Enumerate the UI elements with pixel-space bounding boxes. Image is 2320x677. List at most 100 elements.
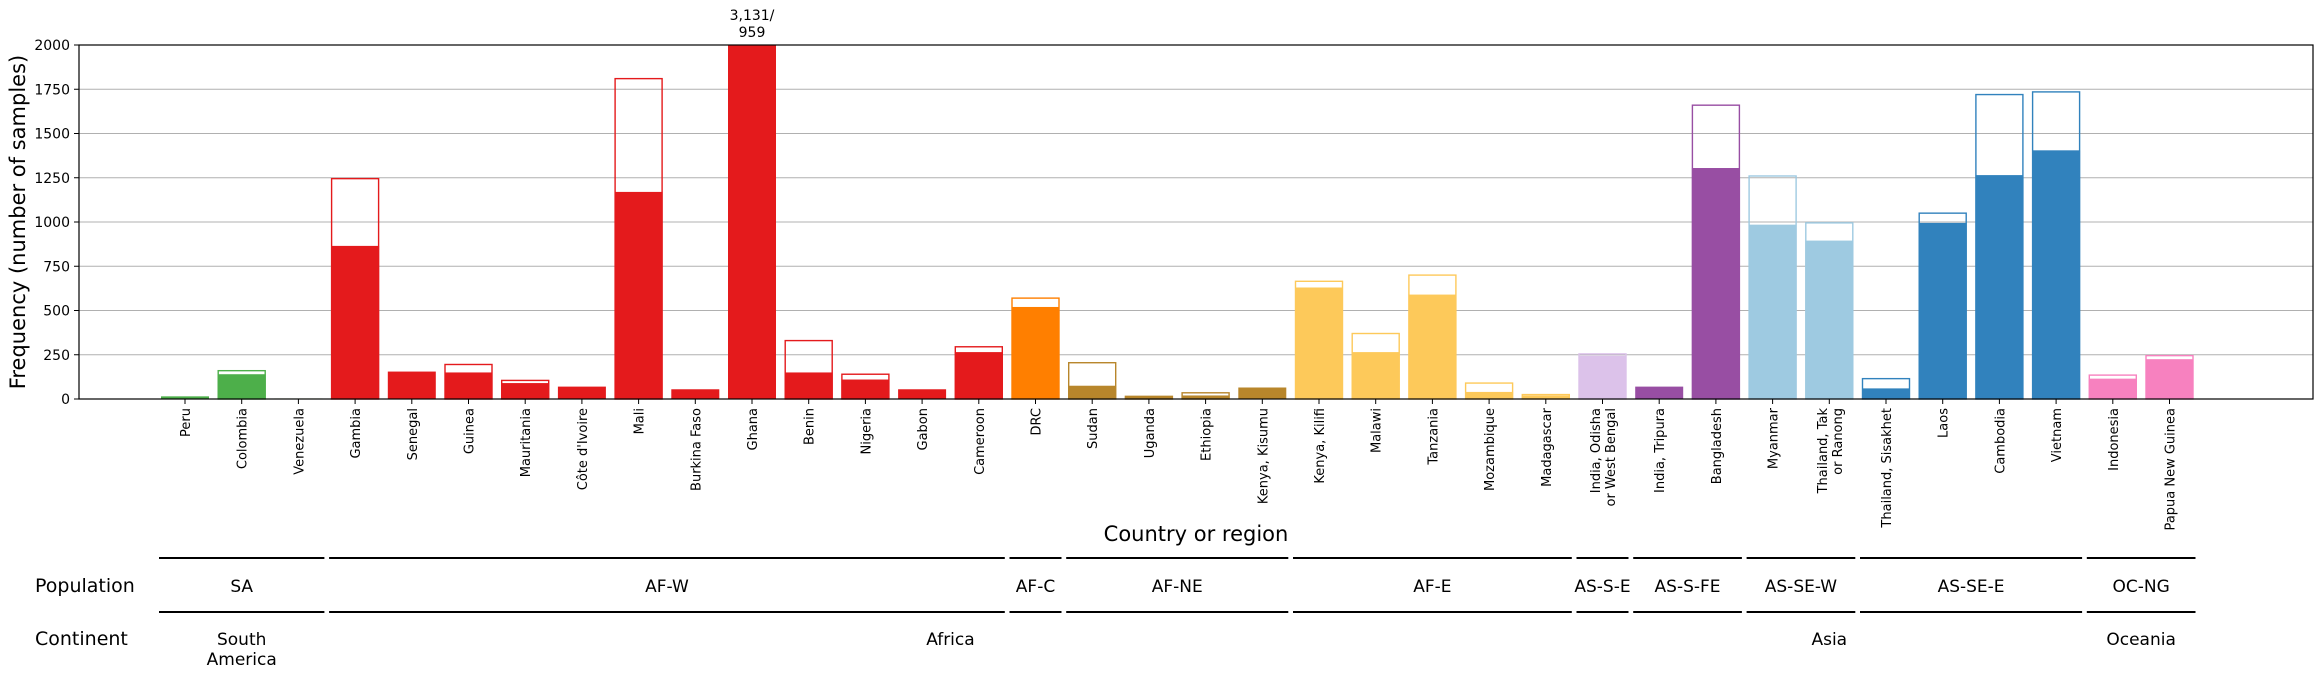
- bar-filled: [1748, 224, 1797, 399]
- x-tick-label: Mauritania: [519, 408, 534, 477]
- x-tick-label: Bangladesh: [1710, 408, 1725, 484]
- x-tick-label: India, Tripura: [1653, 408, 1668, 493]
- y-axis-label: Frequency (number of samples): [6, 55, 30, 389]
- x-tick-label: India, Odisha: [1589, 408, 1604, 493]
- gridlines: [79, 88, 2313, 356]
- continent-label: South: [217, 630, 266, 650]
- population-row-label: Population: [35, 575, 135, 597]
- x-tick-label: Peru: [179, 408, 194, 437]
- y-tick-label: 1250: [34, 171, 70, 187]
- x-tick-label: Ethiopia: [1200, 408, 1215, 461]
- bar-filled: [217, 374, 266, 399]
- bar-value-label: 959: [739, 25, 766, 41]
- x-tick-label: Tanzania: [1426, 408, 1441, 466]
- y-tick-label: 500: [43, 304, 70, 320]
- bars: 3,131/959: [161, 8, 2194, 400]
- bar-filled: [954, 352, 1003, 399]
- population-label: AS-S-E: [1574, 577, 1630, 597]
- x-tick-label: or Ranong: [1831, 408, 1846, 475]
- bar-filled: [161, 396, 209, 399]
- x-tick-label: Colombia: [236, 408, 251, 469]
- x-tick-label: Papua New Guinea: [2164, 408, 2179, 530]
- population-label: AF-W: [645, 577, 689, 597]
- x-tick-label: Burkina Faso: [689, 408, 704, 491]
- x-tick-label: Uganda: [1143, 408, 1158, 458]
- group-annotations: Population Continent SA AF-W AF-C AF-NE AF-E…: [35, 557, 2196, 670]
- x-tick-label: Ghana: [746, 408, 761, 451]
- y-tick-label: 750: [43, 259, 70, 275]
- bar-filled: [1975, 175, 2024, 399]
- x-tick-label: Mozambique: [1483, 408, 1498, 491]
- population-label: AS-SE-E: [1938, 577, 2005, 597]
- x-tick-label: Gambia: [349, 408, 364, 459]
- bar-filled: [501, 383, 550, 399]
- bar-filled: [1805, 240, 1854, 399]
- bar-filled: [557, 386, 606, 399]
- bar-filled: [1862, 388, 1910, 399]
- bar-filled: [2088, 378, 2137, 399]
- bar-filled: [331, 245, 380, 399]
- y-axis: 0 250 500 750 1000 1250 1500 1750 2000: [34, 38, 79, 408]
- y-tick-label: 0: [61, 392, 70, 408]
- x-tick-label: Côte d'Ivoire: [576, 408, 591, 490]
- x-tick-label: Cambodia: [1993, 408, 2008, 474]
- bar-filled: [1068, 385, 1117, 399]
- bar-filled: [1918, 222, 1967, 399]
- x-tick-label: Gabon: [916, 408, 931, 451]
- population-label: AS-S-FE: [1655, 577, 1721, 597]
- bar-filled: [444, 372, 493, 399]
- bar-filled: [1351, 352, 1400, 399]
- bar-filled: [1578, 355, 1627, 399]
- x-tick-label: Indonesia: [2107, 408, 2122, 471]
- continent-label: Asia: [1811, 630, 1847, 650]
- y-tick-label: 2000: [34, 38, 70, 54]
- bar-filled: [784, 372, 833, 399]
- x-tick-label: Guinea: [463, 408, 478, 454]
- bar-filled: [1181, 395, 1230, 399]
- bar-filled: [1011, 306, 1060, 399]
- bar-filled: [1295, 287, 1343, 399]
- population-label: AS-SE-W: [1765, 577, 1838, 597]
- x-tick-label: DRC: [1030, 408, 1045, 435]
- bar-filled: [728, 45, 776, 399]
- x-tick-label: Laos: [1937, 408, 1952, 438]
- bar-filled: [841, 379, 890, 399]
- x-tick-label: Madagascar: [1540, 407, 1555, 487]
- x-tick-label: Senegal: [406, 408, 421, 460]
- continent-label: America: [207, 650, 277, 670]
- continent-label: Oceania: [2106, 630, 2176, 650]
- bar-filled: [2032, 150, 2081, 399]
- x-tick-label: Myanmar: [1767, 407, 1782, 469]
- bar-filled: [1691, 168, 1740, 399]
- bar-filled: [671, 389, 720, 399]
- y-tick-label: 250: [43, 348, 70, 364]
- x-tick-label: Venezuela: [292, 408, 307, 475]
- x-tick-label: Sudan: [1086, 408, 1101, 449]
- population-label: OC-NG: [2113, 577, 2170, 597]
- y-tick-label: 1000: [34, 215, 70, 231]
- continent-label: Africa: [926, 630, 975, 650]
- y-tick-label: 1500: [34, 127, 70, 143]
- bar-filled: [1408, 294, 1457, 399]
- population-label: SA: [230, 577, 253, 597]
- x-tick-label: or West Bengal: [1604, 408, 1619, 507]
- bar-filled: [614, 191, 663, 399]
- population-label: AF-NE: [1152, 577, 1203, 597]
- plot-frame: [78, 44, 2314, 400]
- bar-filled: [1124, 396, 1173, 399]
- x-tick-label: Nigeria: [859, 408, 874, 455]
- x-tick-label: Vietnam: [2050, 408, 2065, 462]
- x-tick-label: Benin: [803, 408, 818, 445]
- x-tick-label: Thailand, Sisakhet: [1880, 408, 1895, 529]
- x-axis-label: Country or region: [1104, 522, 1289, 546]
- y-tick-label: 1750: [34, 82, 70, 98]
- bar-filled: [387, 371, 436, 399]
- population-label: AF-E: [1413, 577, 1451, 597]
- bar-filled: [1521, 395, 1570, 399]
- x-tick-label: Mali: [633, 408, 648, 434]
- x-tick-label: Thailand, Tak: [1816, 408, 1831, 495]
- bar-value-label: 3,131/: [730, 8, 775, 24]
- bar-filled: [1465, 391, 1514, 399]
- x-tick-label: Kenya, Kisumu: [1256, 408, 1271, 504]
